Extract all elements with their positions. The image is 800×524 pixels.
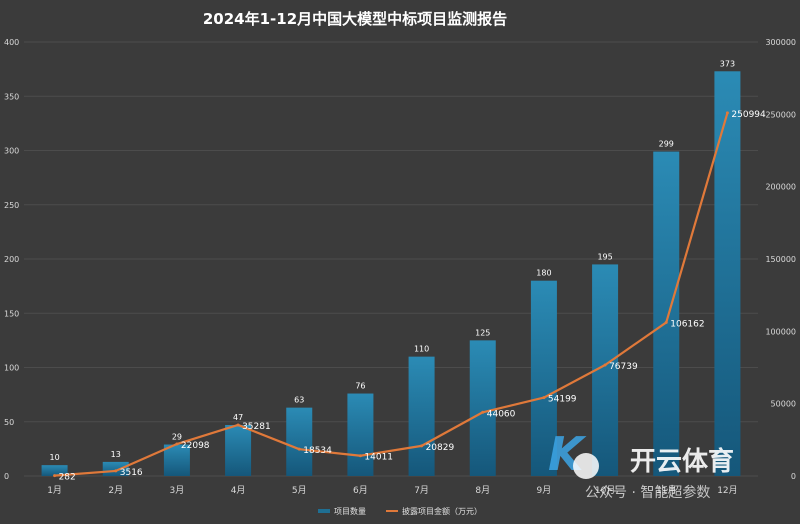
line-value-label: 54199	[548, 395, 577, 405]
right-tick-label: 100000	[765, 327, 796, 336]
bar-value-label: 110	[414, 345, 429, 354]
category-label: 10月	[595, 485, 615, 496]
gridlines	[24, 41, 758, 477]
watermark-caption: 公众号 · 智能超参数	[585, 484, 710, 501]
category-axis: 1月 2月 3月 4月 5月 6月 7月 8月 9月 10月 11月 12月	[47, 485, 737, 496]
line-value-label: 282	[59, 473, 76, 483]
category-label: 2月	[108, 485, 123, 496]
line-value-label: 22098	[181, 441, 210, 451]
line-point	[53, 474, 57, 478]
soccer-ball-icon	[573, 453, 599, 479]
line-point	[297, 447, 301, 451]
right-tick-label: 50000	[771, 400, 796, 409]
line-point	[603, 363, 607, 367]
bar-value-label: 195	[597, 252, 612, 261]
bar-value-label: 299	[659, 140, 674, 149]
line-value-label: 18534	[303, 446, 332, 456]
category-label: 12月	[717, 485, 737, 496]
category-label: 4月	[231, 485, 246, 496]
right-tick-label: 300000	[765, 38, 796, 47]
bar-value-label: 10	[49, 453, 59, 462]
bar	[530, 280, 557, 476]
line-point	[725, 111, 729, 115]
legend-label-bar: 项目数量	[334, 506, 366, 516]
bar	[408, 356, 435, 476]
right-tick-label: 0	[791, 472, 796, 481]
line-value-label: 44060	[487, 409, 516, 419]
line-value-label: 14011	[364, 453, 393, 463]
amount-line	[54, 112, 729, 477]
right-tick-label: 200000	[765, 183, 796, 192]
line-point	[175, 442, 179, 446]
line-point	[542, 396, 546, 400]
watermark-brand: 开云体育	[630, 446, 734, 477]
bar	[469, 340, 496, 476]
bar-series: 10 13 29 47 63 76 110 125 180 195 299 373	[41, 59, 741, 477]
legend-label-line: 披露项目金额（万元）	[402, 506, 482, 516]
bar	[163, 444, 190, 476]
line-point	[664, 320, 668, 324]
line-point	[420, 444, 424, 448]
left-tick-label: 400	[4, 38, 19, 47]
bar	[286, 407, 313, 476]
line-series: 282 3516 22098 35281 18534 14011 20829 44060 541…	[53, 110, 766, 483]
category-label: 8月	[475, 485, 490, 496]
category-label: 3月	[170, 485, 185, 496]
left-tick-label: 150	[4, 309, 19, 318]
bar-value-label: 373	[720, 59, 735, 68]
bar-value-label: 29	[172, 433, 182, 442]
left-axis: 0 50 100 150 200 250 300 350 400	[4, 38, 19, 481]
line-value-label: 106162	[670, 319, 704, 329]
category-label: 7月	[414, 485, 429, 496]
left-tick-label: 100	[4, 364, 19, 373]
line-point	[358, 454, 362, 458]
line-value-label: 250994	[731, 110, 766, 120]
left-tick-label: 200	[4, 255, 19, 264]
category-label: 5月	[292, 485, 307, 496]
chart-title: 2024年1-12月中国大模型中标项目监测报告	[203, 10, 507, 28]
left-tick-label: 0	[4, 472, 9, 481]
left-tick-label: 350	[4, 92, 19, 101]
category-label: 6月	[353, 485, 368, 496]
category-label: 9月	[537, 485, 552, 496]
bar	[225, 425, 252, 476]
line-point	[114, 469, 118, 473]
bar-value-label: 47	[233, 413, 243, 422]
line-value-label: 76739	[609, 362, 638, 372]
category-label: 11月	[656, 485, 676, 496]
bar-value-label: 180	[536, 269, 551, 278]
left-tick-label: 50	[4, 418, 14, 427]
line-value-label: 20829	[426, 443, 455, 453]
left-tick-label: 250	[4, 201, 19, 210]
category-label: 1月	[47, 485, 62, 496]
right-axis: 0 50000 100000 150000 200000 250000 300000	[765, 38, 796, 481]
legend: 项目数量 披露项目金额（万元）	[318, 506, 482, 516]
bar	[714, 71, 741, 477]
left-tick-label: 300	[4, 147, 19, 156]
bar	[41, 465, 68, 476]
legend-swatch-bar	[318, 509, 330, 513]
right-tick-label: 150000	[765, 255, 796, 264]
bar-value-label: 13	[111, 450, 121, 459]
bar	[653, 151, 680, 476]
line-point	[236, 423, 240, 427]
line-point	[481, 410, 485, 414]
line-value-label: 35281	[242, 422, 271, 432]
bar	[347, 393, 374, 476]
bar-value-label: 63	[294, 396, 304, 405]
bar-value-label: 76	[355, 382, 365, 391]
right-tick-label: 250000	[765, 110, 796, 119]
line-value-label: 3516	[120, 468, 143, 478]
bar-value-label: 125	[475, 328, 490, 337]
